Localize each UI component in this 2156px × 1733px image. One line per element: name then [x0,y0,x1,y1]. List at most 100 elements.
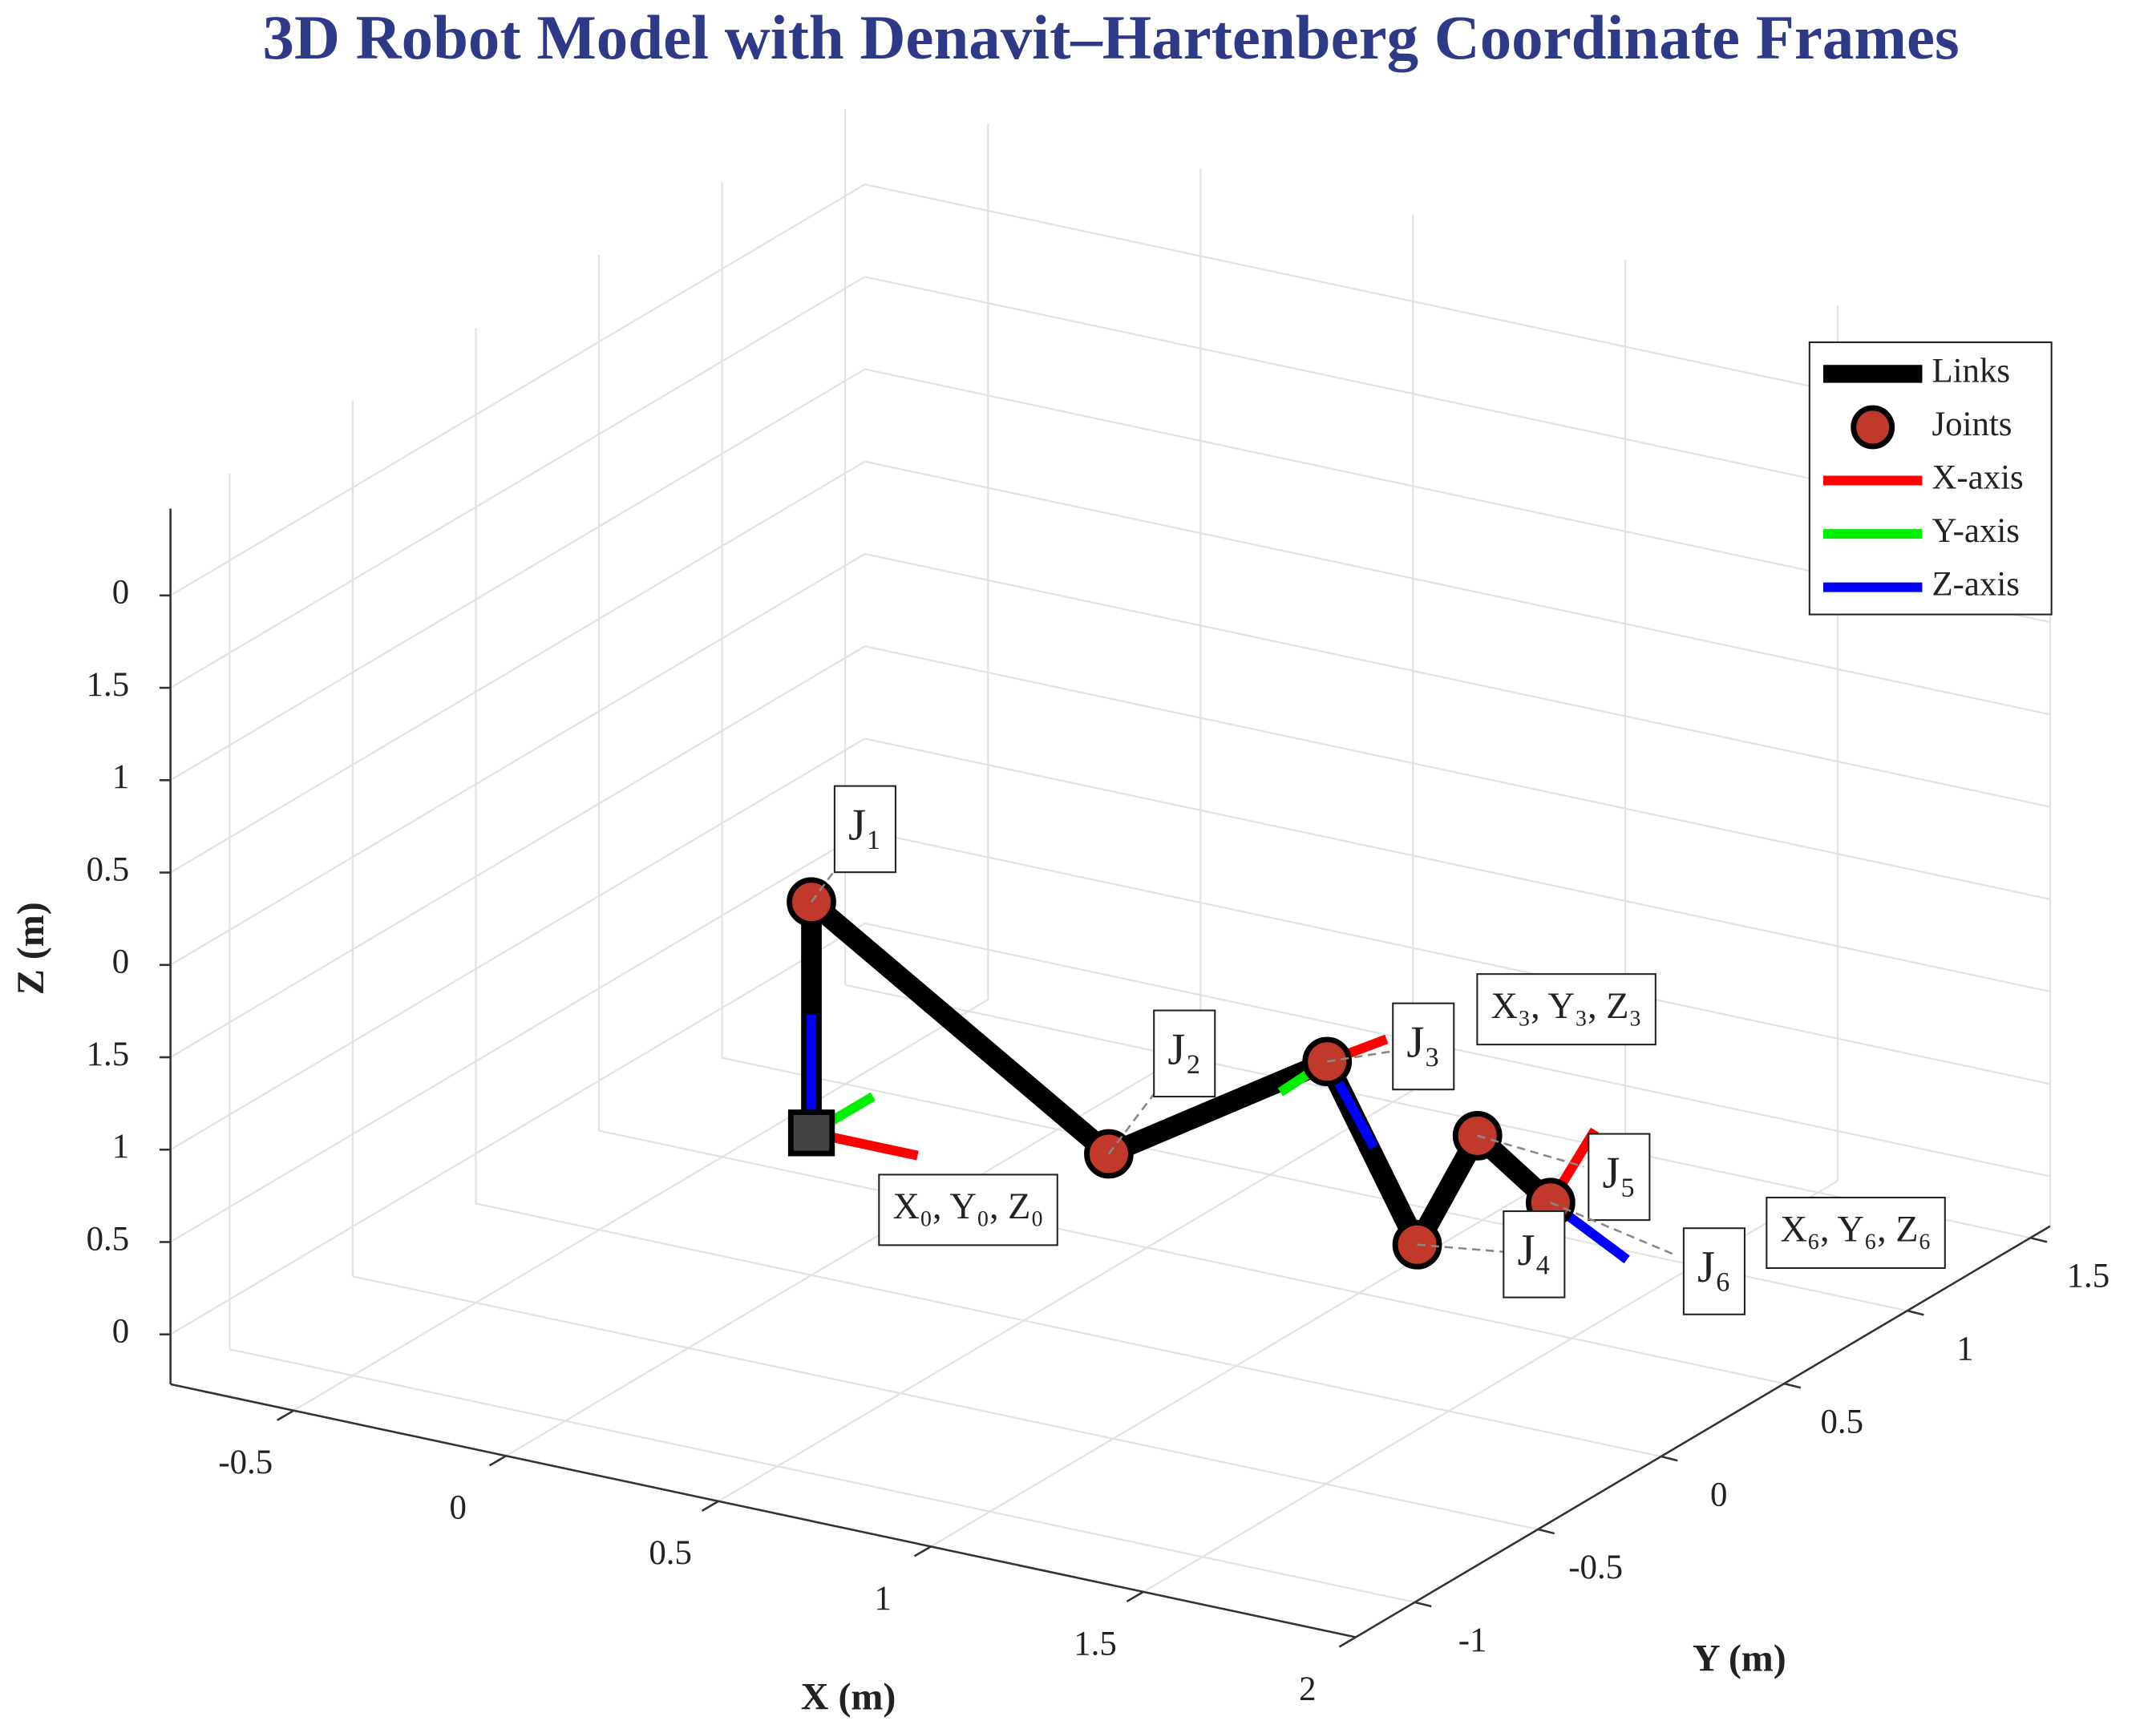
x-tick-label: 0 [449,1489,466,1527]
legend-label: X-axis [1932,458,2023,496]
leader-line [1327,1048,1400,1063]
joint-label-group: J₁ [833,785,896,874]
y-tick-label: 1.5 [2067,1258,2110,1295]
grid-line [930,1134,1626,1548]
x-tick-label: 1 [874,1580,891,1618]
joint-label-box [1588,1133,1651,1222]
joint-label-box [1503,1210,1566,1299]
x-tick [913,1545,932,1557]
x-tick-label: 1.5 [1074,1625,1117,1662]
grid-line [505,1044,1201,1457]
grid-line [170,368,866,782]
grid-line [864,460,2051,716]
joint-label-group: J₅ [1588,1133,1651,1222]
legend-label: Y-axis [1932,512,2020,550]
joint-label-group: J₂ [1153,1009,1216,1098]
z-tick-label: 0.5 [87,850,130,888]
grid-line [170,922,866,1335]
y-tick [1537,1528,1555,1535]
grid-line [352,1275,1539,1531]
y-tick [2030,1237,2048,1243]
legend-swatch [1851,405,1895,450]
joint-label-box [1392,1002,1455,1091]
legend: Links Joints X-axis Y-axis Z-axis [1808,341,2053,616]
joint-label-box [833,785,896,874]
z-tick-label: 1 [112,758,129,796]
leader-line [1107,1077,1167,1155]
joint-label-group: J₆ [1682,1227,1745,1315]
base [787,1109,835,1157]
y-tick-label: 1 [1956,1330,1973,1367]
z-tick-label: 1.5 [87,666,130,704]
joint-label: J₃ [1406,1017,1440,1067]
frame-label: X₃, Y₃, Z₃ [1491,986,1642,1027]
x-tick-label: 2 [1299,1670,1316,1708]
frame-label-box [878,1174,1058,1246]
leader-line [1477,1134,1584,1168]
frame-label: X₀, Y₀, Z₀ [892,1186,1043,1227]
grid-line [170,645,866,1058]
x-tick [489,1455,507,1467]
z-tick-label: 0 [112,1313,129,1351]
y-tick [1414,1601,1432,1608]
joint-label: J₆ [1697,1242,1731,1292]
joint-label: J₂ [1167,1024,1201,1074]
frame-label-group: X₀, Y₀, Z₀ [878,1174,1058,1246]
grid-line [475,1202,1661,1458]
joint-label-group: J₃ [1392,1002,1455,1091]
leader-line [1417,1243,1505,1254]
frame-label: X₆, Y₆, Z₆ [1780,1210,1931,1250]
y-axis-label: Y (m) [1693,1637,1786,1679]
grid-line [293,999,989,1412]
grid-line [170,460,866,874]
grid-line [718,1089,1414,1502]
frame-label-box [1766,1196,1946,1269]
frame-label-group: X₃, Y₃, Z₃ [1476,973,1656,1046]
grid-line [170,184,866,596]
z-axis-label: Z (m) [10,902,52,995]
grid-line [170,276,866,689]
y-tick-label: 0 [1710,1476,1727,1513]
grid-line [598,1129,1785,1385]
x-axis-label: X (m) [801,1675,896,1718]
x-tick-label: 0.5 [649,1534,692,1572]
frame-label-group: X₆, Y₆, Z₆ [1766,1196,1946,1269]
grid-line [864,737,2051,993]
joint-label-group: J₄ [1503,1210,1566,1299]
x-tick [1126,1590,1144,1603]
x-tick [1338,1636,1357,1648]
x-tick [701,1500,719,1512]
z-tick-label: 0.5 [87,1220,130,1258]
grid-line [229,1348,1415,1603]
y-tick-label: 0.5 [1821,1403,1864,1440]
joint-label-box [1153,1009,1216,1098]
y-tick [1783,1382,1802,1389]
joint-label: J₅ [1602,1148,1636,1198]
y-tick-label: -0.5 [1568,1549,1623,1586]
x-axis [170,1383,1357,1638]
legend-label: Joints [1932,406,2012,443]
x-tick [277,1409,294,1421]
chart-title: 3D Robot Model with Denavit–Hartenberg C… [263,3,1960,73]
grid-line [864,830,2051,1085]
legend-label: Links [1932,352,2010,390]
z-tick-label: 1 [112,1128,129,1165]
leader-line [1550,1202,1674,1255]
grid-line [170,830,866,1243]
frame-label-box [1476,973,1656,1046]
joint-label: J₄ [1517,1226,1551,1275]
y-axis [1355,1225,2051,1638]
y-tick-label: -1 [1458,1622,1487,1659]
y-tick [1660,1455,1678,1462]
z-tick-label: 1.5 [87,1036,130,1073]
joint-label-box [1682,1227,1745,1315]
joint-label: J₁ [848,800,882,850]
grid-line [170,737,866,1151]
grid-line [864,552,2051,808]
grid-line [170,553,866,966]
z-tick-label: 0 [112,574,129,612]
z-tick-label: 0 [112,943,129,981]
grid-line [864,922,2051,1178]
